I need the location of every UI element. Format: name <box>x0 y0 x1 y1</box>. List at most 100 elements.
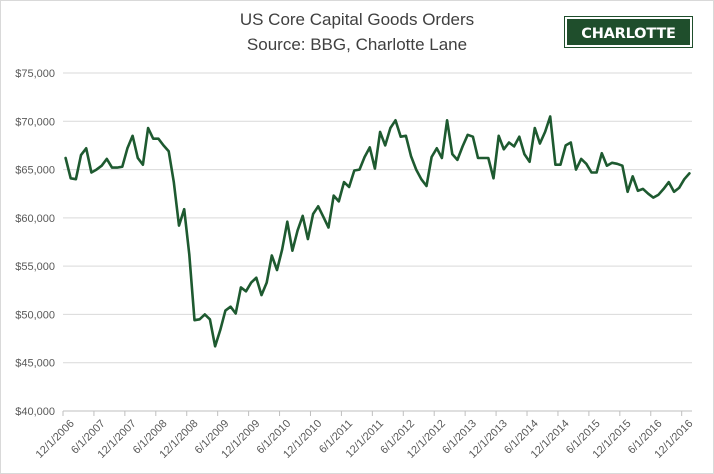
data-point <box>389 127 392 129</box>
data-point <box>575 168 577 171</box>
data-point <box>513 145 516 148</box>
data-point <box>642 187 644 190</box>
data-point <box>172 181 175 184</box>
data-point <box>95 168 98 171</box>
data-point <box>332 194 335 197</box>
data-point <box>306 238 309 241</box>
data-point <box>590 171 593 174</box>
data-point <box>508 141 510 144</box>
data-point <box>193 319 196 322</box>
data-point <box>657 193 660 196</box>
data-point <box>80 154 82 156</box>
data-point <box>147 127 149 129</box>
y-tick-label: $55,000 <box>15 261 55 273</box>
data-point <box>673 190 675 193</box>
x-axis <box>62 410 692 416</box>
data-point <box>688 172 691 175</box>
data-point <box>260 294 263 297</box>
data-point <box>580 158 583 160</box>
data-point <box>616 162 619 165</box>
data-point <box>384 144 387 147</box>
data-point <box>229 305 232 308</box>
data-point <box>157 137 160 140</box>
data-point <box>276 269 278 271</box>
data-point <box>652 196 655 199</box>
data-point <box>90 171 93 174</box>
data-point <box>136 157 139 159</box>
data-point <box>239 286 242 289</box>
data-point <box>343 181 345 184</box>
data-point <box>64 157 67 159</box>
y-tick-label: $60,000 <box>15 213 55 225</box>
data-point <box>296 229 299 232</box>
data-point <box>121 165 124 168</box>
data-point <box>245 290 247 293</box>
data-point <box>203 313 206 316</box>
data-point <box>394 119 397 122</box>
y-tick-label: $70,000 <box>15 116 55 128</box>
data-point <box>219 328 222 331</box>
data-point <box>281 248 284 251</box>
data-point <box>116 166 119 169</box>
data-point <box>188 253 191 256</box>
data-point <box>399 135 402 138</box>
data-point <box>270 254 273 257</box>
data-point <box>482 157 485 159</box>
x-axis-labels: 12/1/20066/1/200712/1/20076/1/200812/1/2… <box>34 418 696 461</box>
data-point <box>265 281 268 284</box>
data-point <box>600 152 603 155</box>
data-point <box>105 158 108 160</box>
data-point <box>301 215 304 217</box>
data-point <box>142 163 144 166</box>
data-point <box>518 135 521 138</box>
data-point <box>595 171 598 174</box>
data-point <box>564 144 567 147</box>
data-point <box>348 186 351 188</box>
y-tick-label: $50,000 <box>15 309 55 321</box>
y-axis-labels: $40,000 $45,000 $50,000 $55,000 $60,000 $65,0… <box>15 68 55 418</box>
data-point <box>374 167 376 170</box>
data-point <box>178 224 180 227</box>
data-point <box>683 178 686 181</box>
y-tick-label: $65,000 <box>15 165 55 177</box>
data-point <box>312 213 314 215</box>
data-point <box>214 345 216 348</box>
data-point <box>636 189 639 192</box>
data-point <box>539 142 541 145</box>
data-point <box>100 164 103 167</box>
data-point <box>286 220 289 223</box>
data-point <box>183 208 186 211</box>
data-point <box>471 135 474 138</box>
data-point <box>456 159 459 161</box>
data-point <box>368 146 371 149</box>
data-point <box>250 281 253 284</box>
data-point <box>523 153 526 156</box>
data-point <box>533 127 536 129</box>
data-point <box>528 160 531 163</box>
data-point <box>69 177 72 180</box>
data-point <box>492 177 495 180</box>
data-point <box>152 137 155 140</box>
data-point <box>606 164 608 167</box>
data-point <box>502 148 505 151</box>
series-line <box>64 115 691 348</box>
data-point <box>420 178 423 181</box>
data-point <box>647 192 650 195</box>
data-point <box>126 147 129 150</box>
chart-subtitle: Source: BBG, Charlotte Lane <box>246 35 468 54</box>
data-point <box>379 131 381 133</box>
data-point <box>255 276 258 279</box>
data-point <box>441 157 443 159</box>
data-point <box>111 166 113 169</box>
data-point <box>74 178 77 181</box>
data-point <box>198 318 201 321</box>
data-point <box>631 175 634 178</box>
data-point <box>363 156 366 158</box>
data-point <box>410 155 412 157</box>
data-point <box>585 162 588 165</box>
data-point <box>544 131 546 133</box>
data-point <box>667 181 670 184</box>
data-point <box>131 134 134 137</box>
data-point <box>559 163 562 166</box>
brand-logo: CHARLOTTE LANE <box>564 16 693 72</box>
